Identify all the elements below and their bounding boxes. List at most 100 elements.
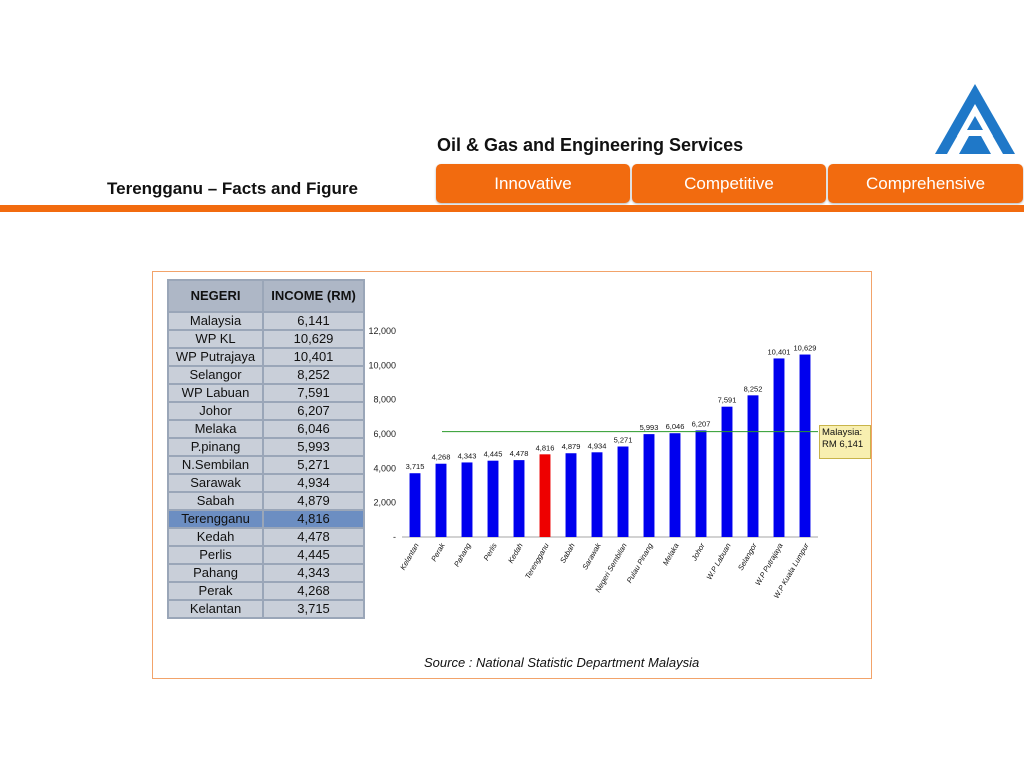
table-row: Kedah 4,478 <box>169 529 363 545</box>
bar <box>565 453 577 537</box>
state-cell: Johor <box>169 403 263 419</box>
state-cell: WP Labuan <box>169 385 263 401</box>
y-tick-label: - <box>393 532 396 542</box>
income-cell: 10,401 <box>264 349 363 365</box>
y-tick-label: 12,000 <box>368 326 396 336</box>
table-row: Pahang 4,343 <box>169 565 363 581</box>
table-row: Malaysia 6,141 <box>169 313 363 329</box>
state-cell: Sarawak <box>169 475 263 491</box>
tagline: Oil & Gas and Engineering Services <box>437 135 744 155</box>
data-label: 4,934 <box>588 441 607 450</box>
x-tick-label: Sarawak <box>580 540 603 571</box>
table-row: Sarawak 4,934 <box>169 475 363 491</box>
company-logo <box>935 84 1015 154</box>
x-tick-label: Pulau Pinang <box>625 541 656 585</box>
state-cell: WP KL <box>169 331 263 347</box>
data-label: 8,252 <box>744 384 763 393</box>
x-tick-label: Selangor <box>736 541 759 572</box>
data-label: 10,401 <box>768 347 791 356</box>
bar <box>643 434 655 537</box>
bar <box>409 473 421 537</box>
income-cell: 10,629 <box>264 331 363 347</box>
bar <box>721 406 733 537</box>
y-tick-label: 6,000 <box>373 429 396 439</box>
table-row: Selangor 8,252 <box>169 367 363 383</box>
callout-line-2: RM 6,141 <box>822 439 864 450</box>
data-label: 5,993 <box>640 423 659 432</box>
state-cell: Sabah <box>169 493 263 509</box>
data-label: 5,271 <box>614 436 633 445</box>
bar <box>669 433 681 537</box>
x-tick-label: Sabah <box>558 542 577 565</box>
table-row: Kelantan 3,715 <box>169 601 363 617</box>
data-label: 4,879 <box>562 442 581 451</box>
state-cell: Kedah <box>169 529 263 545</box>
y-tick-label: 8,000 <box>373 395 396 405</box>
state-cell: Terengganu <box>169 511 263 527</box>
x-tick-label: Perlis <box>482 541 499 562</box>
bar <box>461 462 473 537</box>
state-cell: Perlis <box>169 547 263 563</box>
income-cell: 4,478 <box>264 529 363 545</box>
income-cell: 3,715 <box>264 601 363 617</box>
table-row: Perak 4,268 <box>169 583 363 599</box>
x-tick-label: Terengganu <box>523 541 551 581</box>
bar <box>747 395 759 537</box>
bar <box>617 446 629 537</box>
column-header-state: NEGERI <box>169 281 263 311</box>
income-cell: 6,141 <box>264 313 363 329</box>
table-row: P.pinang 5,993 <box>169 439 363 455</box>
y-tick-label: 10,000 <box>368 360 396 370</box>
table-row: WP KL 10,629 <box>169 331 363 347</box>
tab-comprehensive[interactable]: Comprehensive <box>828 164 1023 203</box>
tab-innovative[interactable]: Innovative <box>436 164 630 203</box>
table-row: Johor 6,207 <box>169 403 363 419</box>
data-label: 4,478 <box>510 449 529 458</box>
table-row: Terengganu 4,816 <box>169 511 363 527</box>
table-row: Sabah 4,879 <box>169 493 363 509</box>
table-row: Melaka 6,046 <box>169 421 363 437</box>
income-cell: 4,816 <box>264 511 363 527</box>
column-header-income: INCOME (RM) <box>264 281 363 311</box>
state-cell: P.pinang <box>169 439 263 455</box>
table-row: WP Putrajaya 10,401 <box>169 349 363 365</box>
table-row: Perlis 4,445 <box>169 547 363 563</box>
data-label: 4,343 <box>458 451 477 460</box>
x-tick-label: Pahang <box>452 541 473 569</box>
state-cell: N.Sembilan <box>169 457 263 473</box>
data-label: 6,046 <box>666 422 685 431</box>
source-note: Source : National Statistic Department M… <box>424 655 700 670</box>
tab-competitive[interactable]: Competitive <box>632 164 826 203</box>
state-cell: Selangor <box>169 367 263 383</box>
x-tick-label: Johor <box>689 541 707 563</box>
income-cell: 6,046 <box>264 421 363 437</box>
bar <box>591 452 603 537</box>
income-table: NEGERI INCOME (RM) Malaysia 6,141 WP KL 10,… <box>167 279 365 619</box>
header-divider <box>0 205 1024 212</box>
bar <box>487 460 499 537</box>
table-row: WP Labuan 7,591 <box>169 385 363 401</box>
callout-line-1: Malaysia: <box>822 427 863 438</box>
state-cell: WP Putrajaya <box>169 349 263 365</box>
content-panel: NEGERI INCOME (RM) Malaysia 6,141 WP KL 10,… <box>152 271 872 679</box>
y-tick-label: 2,000 <box>373 498 396 508</box>
income-cell: 4,445 <box>264 547 363 563</box>
bar <box>773 358 785 537</box>
table-header-row: NEGERI INCOME (RM) <box>169 281 363 311</box>
data-label: 7,591 <box>718 396 737 405</box>
state-cell: Malaysia <box>169 313 263 329</box>
data-label: 4,816 <box>536 443 555 452</box>
x-tick-label: Kelantan <box>398 542 421 572</box>
income-cell: 4,879 <box>264 493 363 509</box>
income-bar-chart: - 2,000 4,000 6,000 8,000 10,000 12,000 3,715 Ke… <box>368 326 818 600</box>
table-body: Malaysia 6,141 WP KL 10,629 WP Putrajaya 10,4… <box>169 313 363 617</box>
state-cell: Melaka <box>169 421 263 437</box>
table-row: N.Sembilan 5,271 <box>169 457 363 473</box>
state-cell: Perak <box>169 583 263 599</box>
bar <box>539 454 551 537</box>
data-label: 10,629 <box>794 344 817 353</box>
income-cell: 5,993 <box>264 439 363 455</box>
income-cell: 4,268 <box>264 583 363 599</box>
income-cell: 7,591 <box>264 385 363 401</box>
x-tick-label: W.P Labuan <box>705 542 733 582</box>
